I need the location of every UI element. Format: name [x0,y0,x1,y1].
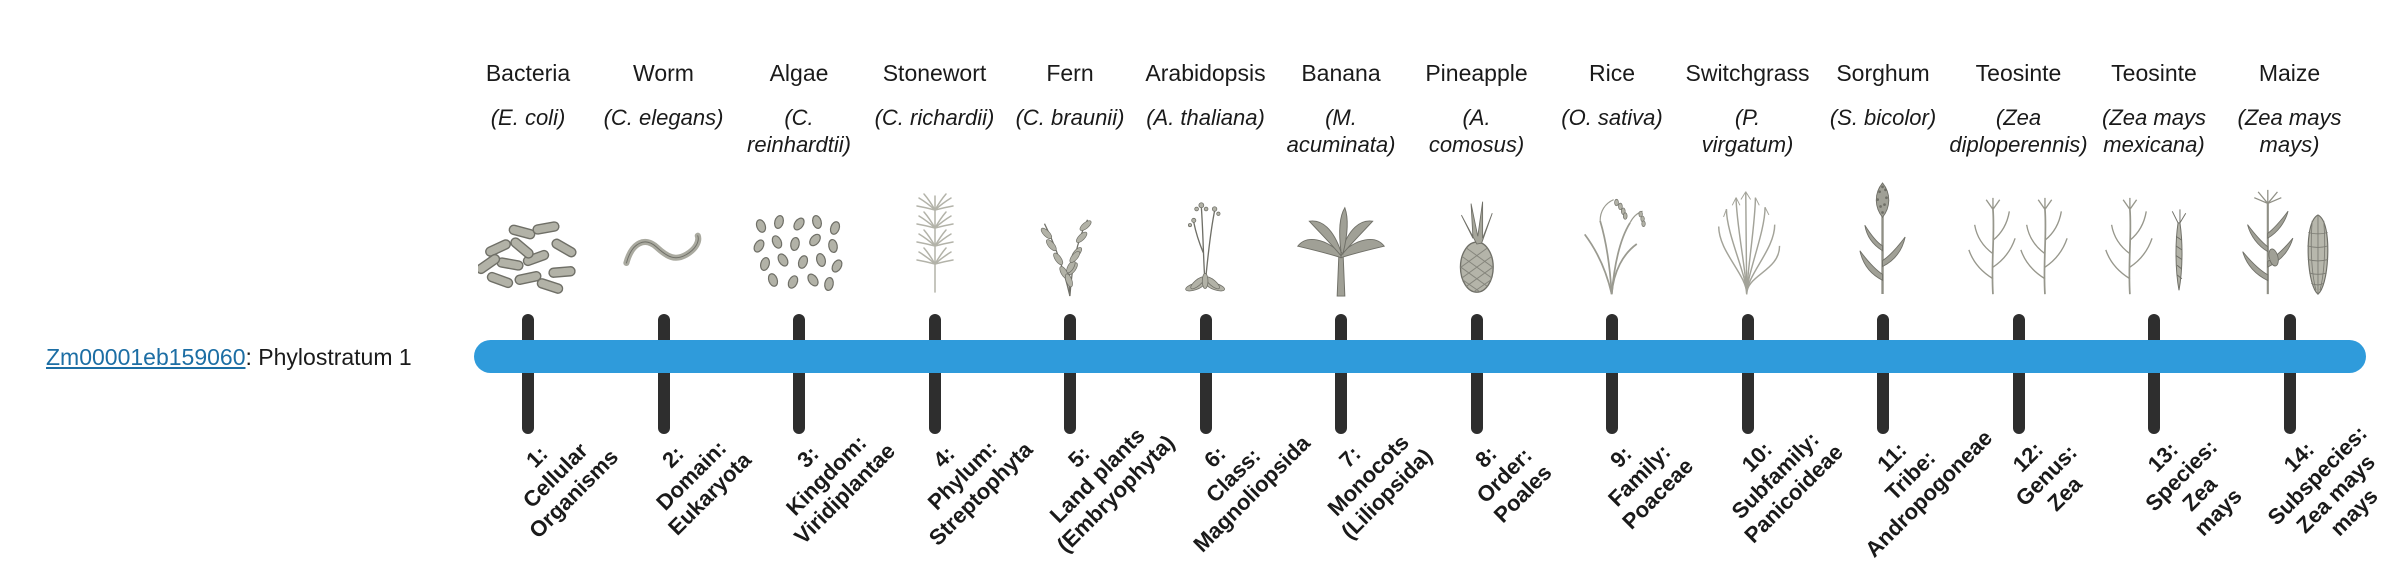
teosinte-icon [1937,166,2101,298]
organism-scientific-name: (Zea diploperennis) [1933,104,2105,158]
scientific-name-line: (S. bicolor) [1829,105,1937,130]
stratum-label: 14: Subspecies: Zea mays mays [2244,402,2400,567]
scientific-name-line: (E. coli) [490,105,566,130]
organism-name: Fern [1046,60,1094,86]
organism-scientific-name: (C. braunii) [984,104,1156,131]
gene-label: Zm00001eb159060: Phylostratum 1 [46,339,412,375]
scientific-name-line: (P. [1734,105,1761,130]
timeline-tick [793,314,805,434]
organism-scientific-name: (S. bicolor) [1797,104,1969,131]
organism-column: Algae (C. reinhardtii) 3: Kingdom: Viridipl… [729,60,900,580]
scientific-name-line: reinhardtii) [747,132,851,157]
organism-name: Rice [1588,60,1635,86]
bacteria-icon [446,166,610,298]
scientific-name-line: virgatum) [1701,132,1794,157]
timeline-tick [1335,314,1347,434]
scientific-name-line: diploperennis) [1949,132,2088,157]
scientific-name-line: (O. sativa) [1561,105,1663,130]
timeline-tick [1877,314,1889,434]
timeline-tick [657,314,670,434]
algae-icon [717,166,881,298]
organism-name: Teosinte [2111,60,2197,86]
teosinte2-icon [2072,166,2236,298]
gene-link[interactable]: Zm00001eb159060 [46,344,246,370]
organism-name: Algae [769,60,829,86]
organism-scientific-name: (Zea mays mexicana) [2068,104,2240,158]
scientific-name-line: (Zea mays [2102,105,2206,130]
scientific-name-line: mays) [2259,132,2320,157]
timeline-tick [2012,314,2025,434]
scientific-name-line: (C. [784,105,814,130]
maize-icon [2208,166,2372,298]
organism-name: Switchgrass [1685,60,1810,86]
organism-name: Stonewort [882,60,987,86]
stonewort-icon [853,166,1017,298]
organism-column: Fern (C. braunii) 5: Land plants (Embryoph… [1000,60,1180,580]
organism-scientific-name: (E. coli) [442,104,614,131]
organism-column: Maize (Zea mays mays) 14: Subspecies: Zea m… [2220,60,2383,580]
banana-icon [1259,166,1423,298]
scientific-name-line: (Zea mays [2237,105,2342,130]
switchgrass-icon [1666,166,1830,298]
scientific-name-line: (C. elegans) [603,105,724,130]
organism-name: Maize [2258,60,2321,86]
scientific-name-line: (M. [1325,105,1357,130]
scientific-name-line: (C. braunii) [1015,105,1125,130]
organism-name: Teosinte [1975,60,2062,86]
timeline-tick [2148,314,2160,434]
organism-scientific-name: (M. acuminata) [1255,104,1427,158]
organism-column: Pineapple (A. comosus) 8: Order: Poales [1407,60,1556,580]
scientific-name-line: (A. thaliana) [1146,105,1265,130]
organism-name: Pineapple [1425,60,1528,86]
organism-name: Banana [1301,60,1381,86]
organism-scientific-name: (C. richardii) [849,104,1021,131]
fern-icon [988,166,1152,298]
timeline-tick [1470,314,1483,434]
organism-column: Stonewort (C. richardii) 4: Phylum: Strept… [865,60,1037,580]
scientific-name-line: (Zea [1995,105,2042,130]
timeline-tick [928,314,941,434]
sorghum-icon [1801,166,1965,298]
organism-name: Worm [633,60,694,86]
scientific-name-line: (C. richardii) [874,105,995,130]
timeline-tick [1064,314,1076,434]
rice-icon [1530,166,1694,298]
organism-column: Bacteria (E. coli) 1: Cellular Organisms [458,60,623,580]
organism-scientific-name: (C. elegans) [578,104,750,131]
timeline-tick [1606,314,1618,434]
organism-scientific-name: (P. virgatum) [1662,104,1834,158]
timeline-bar [474,340,2366,373]
timeline-tick [2283,314,2296,434]
timeline-tick [522,314,534,434]
organism-column: Teosinte (Zea mays mexicana) 13: Species: Z… [2084,60,2247,580]
timeline-tick [1199,314,1212,434]
organism-name: Bacteria [485,60,571,86]
stratum-label: 8: Order: Poales [1451,423,1556,528]
timeline-tick [1741,314,1754,434]
organism-scientific-name: (A. thaliana) [1120,104,1292,131]
organism-name: Sorghum [1836,60,1930,86]
organism-scientific-name: (C. reinhardtii) [713,104,885,158]
organism-scientific-name: (Zea mays mays) [2204,104,2376,158]
organism-column: Switchgrass (P. virgatum) 10: Subfamily: Pa… [1678,60,1848,580]
arabidopsis-icon [1124,166,1288,298]
pineapple-icon [1395,166,1559,298]
scientific-name-line: mexicana) [2103,132,2205,157]
organism-name: Arabidopsis [1145,60,1266,86]
organism-scientific-name: (O. sativa) [1526,104,1698,131]
organism-scientific-name: (A. comosus) [1391,104,1563,158]
scientific-name-line: (A. [1462,105,1491,130]
scientific-name-line: acuminata) [1286,132,1396,157]
worm-icon [582,166,746,298]
gene-phylostratum-text: : Phylostratum 1 [245,344,412,370]
scientific-name-line: comosus) [1428,132,1525,157]
